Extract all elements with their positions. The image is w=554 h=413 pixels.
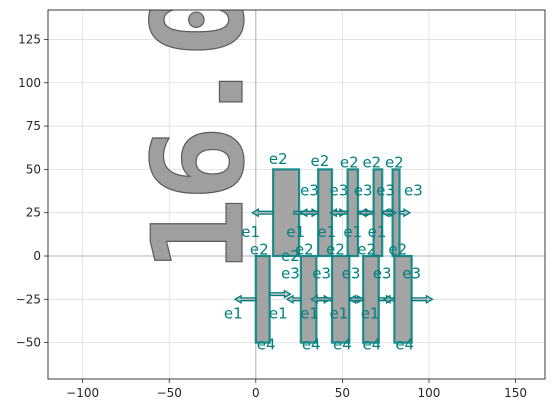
arrow-layer: [233, 208, 434, 304]
glyph-text-shape: 16.0: [125, 0, 272, 273]
edge-label: e2: [281, 247, 300, 265]
edge-label: e3: [404, 181, 423, 199]
arrow-mark: [299, 208, 319, 218]
edge-label: e1: [368, 223, 387, 241]
arrow-mark: [348, 294, 364, 304]
y-tick-label: 25: [26, 206, 41, 220]
y-tick-label: 125: [18, 32, 41, 46]
edge-label: e3: [300, 181, 319, 199]
edge-label: e1: [241, 223, 260, 241]
arrow-mark: [382, 294, 395, 304]
edge-label: e1: [286, 223, 305, 241]
edge-label: e3: [354, 181, 373, 199]
edge-label: e1: [317, 223, 336, 241]
x-axis: −100 −50 0 50 100 150: [66, 379, 527, 400]
edge-label: e2: [362, 154, 381, 172]
edge-label: e2: [269, 150, 288, 168]
arrow-mark: [251, 208, 274, 218]
arrow-mark: [233, 294, 257, 304]
y-tick-label: −25: [16, 292, 41, 306]
edge-label: e3: [330, 181, 349, 199]
y-tick-label: 75: [26, 119, 41, 133]
edge-label: e1: [300, 304, 319, 322]
arrow-mark: [358, 208, 375, 218]
arrow-mark: [398, 208, 412, 218]
glyph-shape-layer: 16.0: [125, 0, 273, 274]
arrow-mark: [411, 294, 434, 304]
arrow-mark: [380, 208, 394, 218]
rectangle-layer: [254, 168, 413, 344]
edge-label: e3: [342, 265, 361, 283]
edge-rectangle: [254, 254, 271, 344]
y-tick-label: −50: [16, 336, 41, 350]
edge-label: e4: [257, 336, 276, 354]
edge-label: e2: [310, 152, 329, 170]
edge-label: e2: [385, 154, 404, 172]
y-tick-label: 50: [26, 162, 41, 176]
edge-label: e4: [395, 336, 414, 354]
arrow-mark: [269, 289, 292, 299]
edge-label: e2: [388, 240, 407, 258]
y-tick-label: 100: [18, 76, 41, 90]
edge-label: e3: [402, 265, 421, 283]
y-tick-label: 0: [33, 249, 41, 263]
edge-label: e1: [269, 304, 288, 322]
x-tick-label: −50: [157, 386, 182, 400]
x-tick-label: 50: [335, 386, 350, 400]
edge-label: e2: [357, 240, 376, 258]
edge-label: e2: [250, 240, 269, 258]
edge-label: e2: [340, 154, 359, 172]
edge-label: e2: [295, 240, 314, 258]
arrow-mark: [309, 294, 333, 304]
x-tick-label: 0: [252, 386, 260, 400]
edge-label: e2: [326, 240, 345, 258]
plot-frame: [47, 9, 546, 380]
edge-label: e1: [224, 304, 243, 322]
edge-label: e4: [362, 336, 381, 354]
edge-label: e1: [361, 304, 380, 322]
edge-label: e1: [330, 304, 349, 322]
edge-label: e3: [281, 265, 300, 283]
y-axis: −50 −25 0 25 50 75 100 125: [16, 32, 48, 350]
x-tick-label: −100: [66, 386, 99, 400]
x-tick-label: 150: [504, 386, 527, 400]
edge-label: e3: [373, 265, 392, 283]
arrow-mark: [285, 294, 302, 304]
x-tick-label: 100: [418, 386, 441, 400]
arrow-mark: [328, 208, 349, 218]
edge-label: e3: [376, 181, 395, 199]
edge-label: e1: [343, 223, 362, 241]
edge-label: e4: [302, 336, 321, 354]
edge-label: e3: [312, 265, 331, 283]
edge-label: e4: [333, 336, 352, 354]
